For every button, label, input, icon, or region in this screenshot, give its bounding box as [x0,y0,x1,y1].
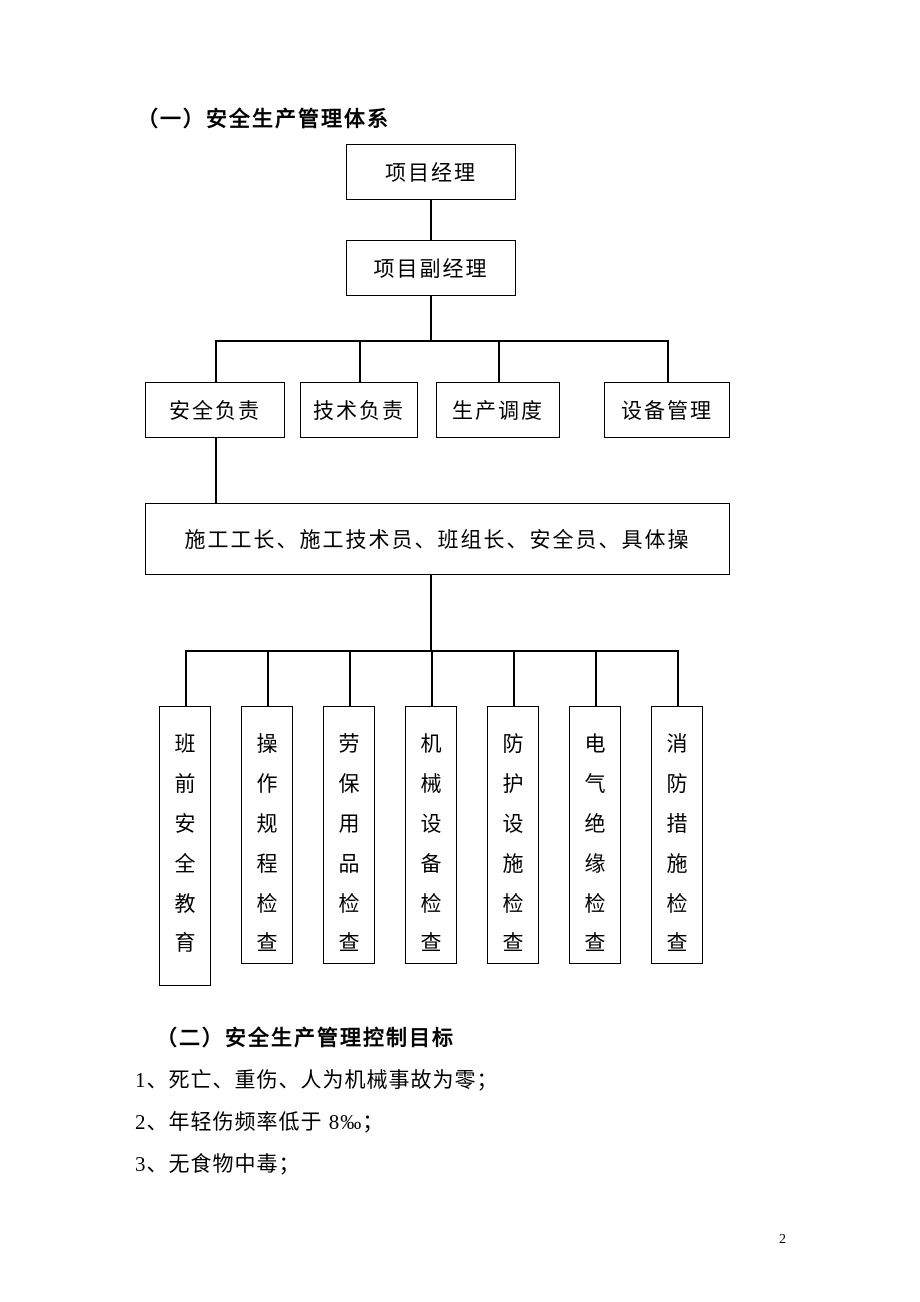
vchar: 施 [667,845,688,885]
node-level3-0-label: 安全负责 [169,395,261,425]
body-line-1: 2、年轻伤频率低于 8‰； [135,1106,384,1136]
vchar: 用 [339,805,360,845]
vchar: 设 [503,805,524,845]
vchar: 备 [421,845,442,885]
vchar: 班 [175,725,196,765]
node-level3-1: 技术负责 [300,382,418,438]
vchar: 机 [421,725,442,765]
node-level3-3: 设备管理 [604,382,730,438]
vchar: 施 [503,845,524,885]
vchar: 程 [257,845,278,885]
vchar: 消 [667,725,688,765]
vchar: 检 [421,885,442,925]
vchar: 械 [421,765,442,805]
body-line-0: 1、死亡、重伤、人为机械事故为零； [135,1064,499,1094]
node-level3-0: 安全负责 [145,382,285,438]
vchar: 查 [585,924,606,964]
connector-vline [349,650,351,706]
vchar: 绝 [585,805,606,845]
vchar: 保 [339,765,360,805]
connector-vline [513,650,515,706]
vchar: 劳 [339,725,360,765]
page-number: 2 [779,1232,786,1248]
connector-vline [431,650,433,706]
vchar: 缘 [585,845,606,885]
vchar: 前 [175,765,196,805]
vchar: 检 [585,885,606,925]
connector-vline [677,650,679,706]
connector-vline [430,575,432,650]
vchar: 检 [339,885,360,925]
node-level1: 项目经理 [346,144,516,200]
connector-hline [215,340,669,342]
vchar: 查 [667,924,688,964]
connector-vline [498,340,500,382]
node-level5-1: 操作规程检查 [241,706,293,964]
vchar: 气 [585,765,606,805]
connector-vline [359,340,361,382]
vchar: 查 [421,924,442,964]
vchar: 教 [175,885,196,925]
vchar: 查 [339,924,360,964]
section2-heading: （二）安全生产管理控制目标 [156,1022,455,1052]
node-level4: 施工工长、施工技术员、班组长、安全员、具体操 [145,503,730,575]
page-root: （一）安全生产管理体系 项目经理 项目副经理 安全负责技术负责生产调度设备管理 … [0,0,920,1302]
connector-vline [430,296,432,340]
connector-vline [430,200,432,240]
node-level3-2-label: 生产调度 [452,395,544,425]
vchar: 操 [257,725,278,765]
vchar: 检 [257,885,278,925]
vchar: 检 [667,885,688,925]
vchar: 电 [585,725,606,765]
vchar: 规 [257,805,278,845]
node-level5-3: 机械设备检查 [405,706,457,964]
node-level5-6: 消防措施检查 [651,706,703,964]
vchar: 设 [421,805,442,845]
connector-vline [185,650,187,706]
node-level1-label: 项目经理 [385,157,477,187]
node-level2: 项目副经理 [346,240,516,296]
section1-heading: （一）安全生产管理体系 [137,103,390,133]
node-level2-label: 项目副经理 [374,253,489,283]
connector-vline [215,438,217,503]
vchar: 防 [667,765,688,805]
connector-vline [215,340,217,382]
vchar: 防 [503,725,524,765]
connector-vline [267,650,269,706]
connector-vline [667,340,669,382]
vchar: 育 [175,924,196,964]
vchar: 安 [175,805,196,845]
vchar: 检 [503,885,524,925]
node-level5-4: 防护设施检查 [487,706,539,964]
vchar: 措 [667,805,688,845]
node-level5-0: 班前安全教育 [159,706,211,986]
body-line-2: 3、无食物中毒； [135,1148,301,1178]
node-level3-1-label: 技术负责 [313,395,405,425]
vchar: 查 [257,924,278,964]
node-level4-label: 施工工长、施工技术员、班组长、安全员、具体操 [185,524,691,554]
vchar: 护 [503,765,524,805]
vchar: 全 [175,845,196,885]
vchar: 查 [503,924,524,964]
node-level3-3-label: 设备管理 [621,395,713,425]
node-level3-2: 生产调度 [436,382,560,438]
node-level5-5: 电气绝缘检查 [569,706,621,964]
vchar: 品 [339,845,360,885]
connector-vline [595,650,597,706]
node-level5-2: 劳保用品检查 [323,706,375,964]
vchar: 作 [257,765,278,805]
